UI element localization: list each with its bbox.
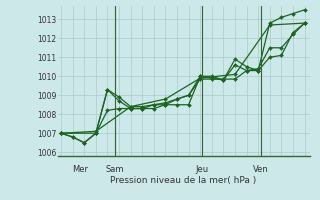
Text: Mer: Mer — [73, 165, 89, 174]
Text: Pression niveau de la mer( hPa ): Pression niveau de la mer( hPa ) — [110, 176, 256, 185]
Text: Ven: Ven — [253, 165, 269, 174]
Text: Sam: Sam — [105, 165, 124, 174]
Text: Jeu: Jeu — [196, 165, 209, 174]
